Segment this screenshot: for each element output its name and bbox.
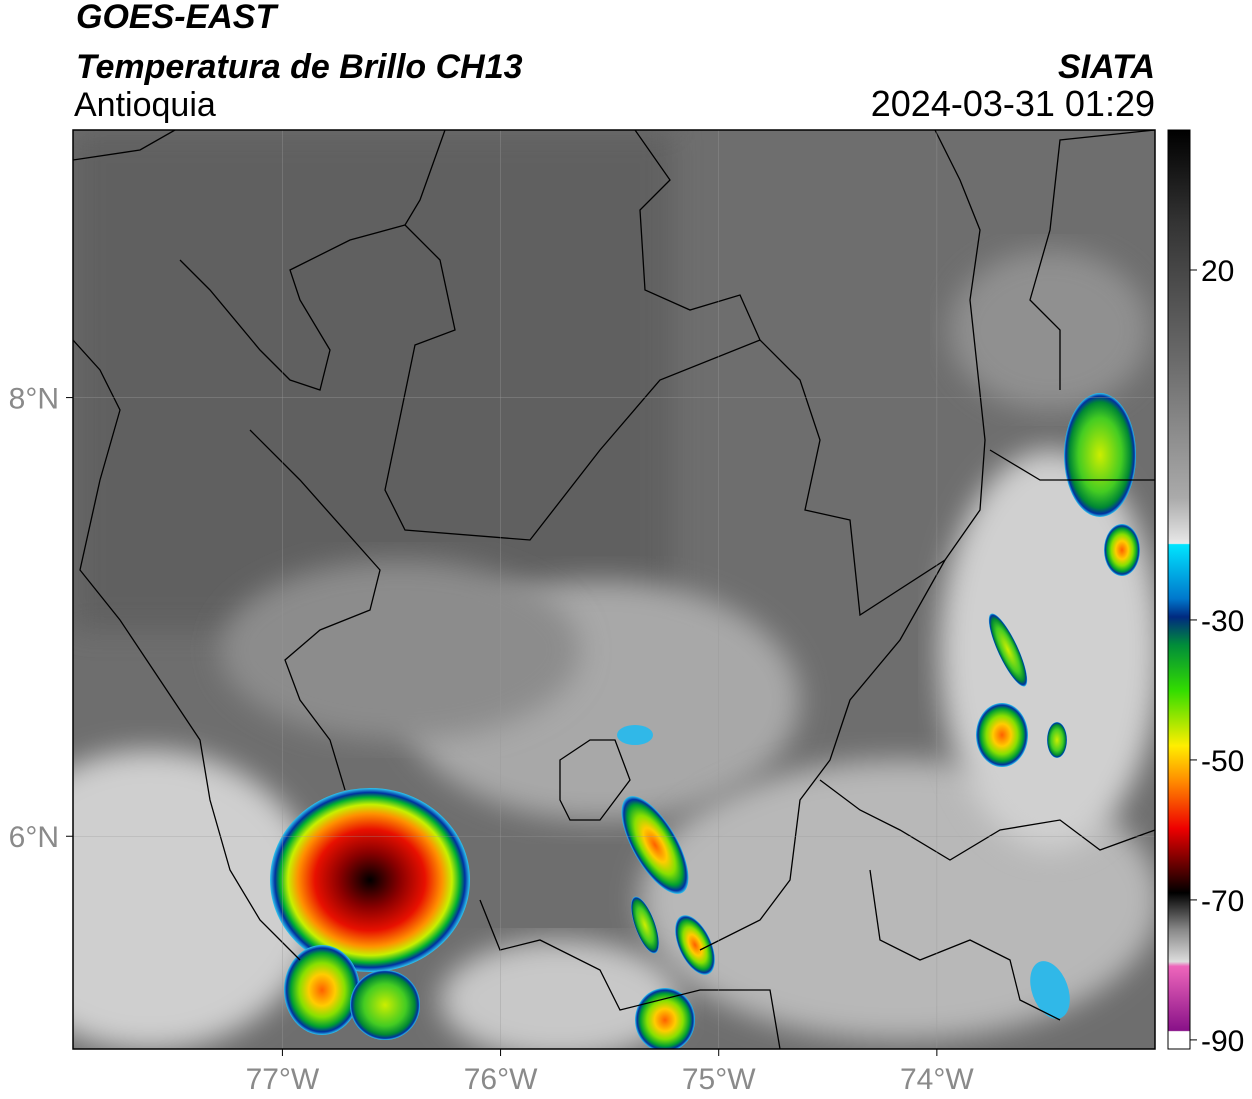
colorbar-tick-label: 20 <box>1201 255 1234 288</box>
x-tick-label: 74°W <box>900 1063 974 1096</box>
y-tick-label: 6°N <box>9 821 59 854</box>
x-tick-label: 77°W <box>246 1063 320 1096</box>
x-tick-label: 76°W <box>464 1063 538 1096</box>
datetime: 2024-03-31 01:29 <box>871 83 1155 124</box>
colorbar-tick-label: -30 <box>1201 605 1244 638</box>
title: GOES-EAST <box>76 0 279 36</box>
colorbar-tick-label: -70 <box>1201 885 1244 918</box>
grid <box>73 130 1155 1049</box>
y-tick-label: 8°N <box>9 383 59 416</box>
map-frame <box>72 129 1156 1050</box>
region: Antioquia <box>74 86 216 124</box>
colorbar-tick-label: -90 <box>1201 1025 1244 1058</box>
colorbar <box>1167 129 1191 1050</box>
subtitle: Temperatura de Brillo CH13 <box>76 48 523 86</box>
source: SIATA <box>1058 48 1155 86</box>
x-tick-label: 75°W <box>682 1063 756 1096</box>
map-image <box>73 130 1155 1049</box>
colorbar-tick-label: -50 <box>1201 745 1244 778</box>
